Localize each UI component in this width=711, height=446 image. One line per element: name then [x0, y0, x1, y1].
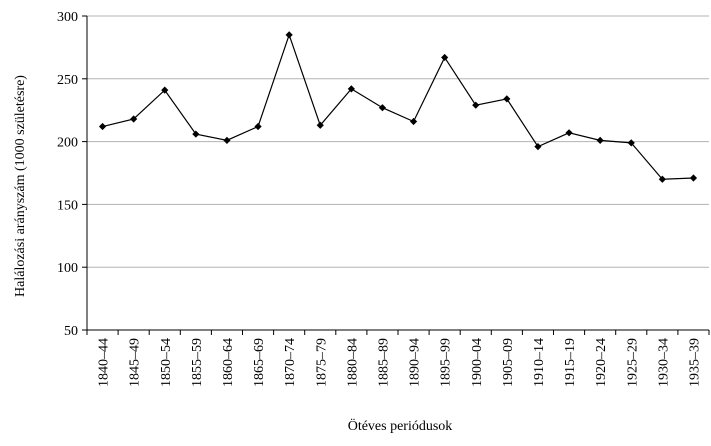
data-point: [254, 122, 262, 131]
data-point: [98, 122, 107, 131]
data-point: [223, 136, 231, 144]
x-tick-label: 1885–89: [376, 338, 391, 387]
y-tick-labels: 50 100 150 200 250 300: [57, 10, 78, 339]
data-point: [130, 115, 138, 123]
x-tick-labels: 1840–44 1845–49 1850–54 1855–59 1860–64 1865–…: [97, 338, 703, 387]
y-tick-label: 100: [57, 261, 78, 276]
data-point: [347, 85, 355, 93]
data-point: [285, 31, 293, 39]
y-tick-label: 200: [57, 136, 78, 151]
data-point: [378, 104, 387, 112]
x-tick-label: 1925–29: [625, 338, 640, 387]
data-point: [503, 95, 511, 103]
x-tick-label: 1920–24: [594, 338, 609, 387]
x-tick-label: 1905–09: [501, 338, 516, 387]
x-tick-label: 1900–04: [470, 338, 485, 387]
gridlines: [87, 15, 709, 268]
x-tick-label: 1845–49: [128, 338, 143, 387]
data-point: [409, 117, 418, 126]
data-point: [627, 139, 635, 147]
x-tick-label: 1850–54: [159, 338, 174, 387]
data-point: [161, 86, 169, 94]
x-tick-label: 1910–14: [532, 338, 547, 387]
x-tick-label: 1870–74: [283, 338, 298, 387]
x-tick-label: 1915–19: [563, 338, 578, 387]
x-axis-label: Ötéves periódusok: [348, 417, 453, 434]
x-tick-label: 1880–84: [345, 338, 360, 387]
x-tick-label: 1895–99: [439, 338, 454, 387]
data-point: [658, 175, 666, 183]
data-series: [98, 31, 698, 183]
y-tick-label: 50: [64, 324, 78, 339]
y-tick-label: 250: [57, 73, 78, 88]
y-tick-label: 300: [57, 10, 78, 25]
axes: [82, 15, 710, 335]
x-tick-label: 1860–64: [221, 338, 236, 387]
x-tick-label: 1935–39: [687, 338, 702, 387]
data-point: [472, 101, 480, 109]
data-point: [192, 130, 200, 138]
data-point: [441, 53, 449, 62]
x-tick-label: 1840–44: [97, 338, 112, 387]
x-tick-label: 1930–34: [656, 338, 671, 387]
series-line: [102, 32, 694, 180]
data-point: [316, 121, 324, 129]
y-tick-label: 150: [57, 198, 78, 213]
data-point: [565, 129, 573, 137]
x-tick-label: 1865–69: [252, 338, 267, 387]
data-point: [534, 143, 542, 151]
x-tick-label: 1890–94: [408, 338, 423, 387]
data-point: [689, 174, 698, 182]
data-point: [596, 136, 604, 144]
x-tick-label: 1875–79: [314, 338, 329, 387]
y-axis-label: Halálozási arányszám (1000 születésre): [13, 75, 28, 297]
x-tick-label: 1855–59: [190, 338, 205, 387]
